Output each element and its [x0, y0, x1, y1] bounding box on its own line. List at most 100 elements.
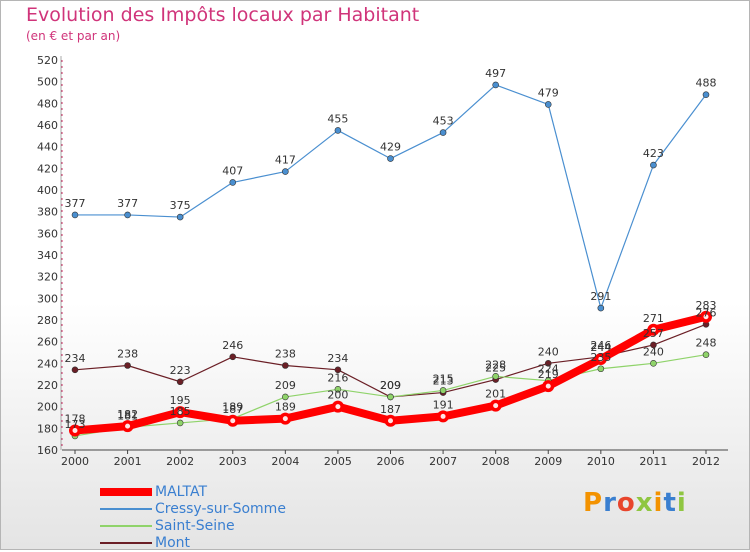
y-tick-label: 440 [37, 141, 58, 154]
x-tick-label: 2004 [271, 455, 299, 468]
data-label: 200 [327, 389, 348, 402]
data-point [388, 418, 393, 424]
data-point [703, 314, 709, 320]
logo-letter: x [635, 488, 654, 518]
data-label: 453 [433, 115, 454, 128]
data-label: 235 [590, 351, 611, 364]
data-point [598, 356, 604, 362]
x-tick-label: 2012 [692, 455, 720, 468]
y-tick-label: 500 [37, 76, 58, 89]
data-label: 429 [380, 141, 401, 154]
legend-label: Cressy-sur-Somme [155, 501, 286, 517]
x-tick-label: 2007 [429, 455, 457, 468]
y-tick-label: 260 [37, 336, 58, 349]
data-point [229, 353, 237, 361]
legend-swatch [100, 488, 152, 496]
chart-subtitle: (en € et par an) [26, 29, 121, 43]
data-label: 234 [65, 352, 86, 365]
data-label: 219 [538, 368, 559, 381]
data-label: 488 [696, 77, 717, 90]
data-point [440, 413, 446, 419]
x-tick-label: 2005 [324, 455, 352, 468]
x-tick-label: 2011 [639, 455, 667, 468]
data-point [387, 393, 394, 401]
data-label: 201 [485, 388, 506, 401]
y-tick-label: 340 [37, 249, 58, 262]
data-label: 257 [643, 327, 664, 340]
y-tick-label: 160 [37, 444, 58, 457]
data-point [176, 378, 184, 386]
x-tick-label: 2003 [219, 455, 247, 468]
x-tick-label: 2000 [61, 455, 89, 468]
y-tick-label: 280 [37, 314, 58, 327]
data-label: 216 [327, 371, 348, 384]
data-label: 417 [275, 154, 296, 167]
y-tick-label: 460 [37, 119, 58, 132]
data-label: 375 [170, 199, 191, 212]
data-label: 189 [275, 401, 296, 414]
data-label: 223 [170, 364, 191, 377]
data-label: 225 [485, 362, 506, 375]
data-label: 479 [538, 86, 559, 99]
data-label: 377 [117, 197, 138, 210]
data-label: 189 [222, 401, 243, 414]
data-label: 407 [222, 164, 243, 177]
logo-letter: o [616, 488, 636, 518]
logo-letter: i [676, 488, 687, 518]
data-point [650, 161, 657, 169]
x-tick-label: 2002 [166, 455, 194, 468]
logo-letter: t [663, 488, 677, 518]
data-label: 238 [275, 348, 296, 361]
y-tick-label: 520 [37, 54, 58, 67]
data-point [439, 387, 447, 394]
data-label: 187 [380, 403, 401, 416]
legend-label: MALTAT [155, 484, 208, 500]
data-label: 423 [643, 147, 664, 160]
data-point [492, 373, 499, 380]
data-label: 246 [590, 339, 611, 352]
data-label: 240 [643, 345, 664, 358]
data-label: 291 [590, 290, 611, 303]
data-point [702, 351, 710, 358]
data-label: 195 [170, 394, 191, 407]
data-label: 271 [643, 312, 664, 325]
data-label: 240 [538, 345, 559, 358]
data-label: 497 [485, 67, 506, 80]
data-point [72, 428, 78, 433]
data-label: 178 [65, 413, 86, 426]
y-tick-label: 360 [37, 227, 58, 240]
data-point [334, 127, 342, 134]
data-label: 455 [327, 112, 348, 125]
legend-swatch [100, 508, 152, 510]
x-tick-label: 2010 [587, 455, 615, 468]
data-point [439, 129, 447, 136]
logo-letter: r [603, 488, 617, 518]
data-point [493, 403, 499, 409]
data-point [650, 327, 656, 333]
data-label: 224 [538, 363, 559, 376]
y-tick-label: 400 [37, 184, 58, 197]
data-point [176, 213, 184, 221]
data-label: 244 [590, 341, 611, 354]
data-label: 191 [433, 398, 454, 411]
y-tick-label: 480 [37, 97, 58, 110]
data-label: 215 [433, 372, 454, 385]
x-tick-label: 2009 [534, 455, 562, 468]
data-point [650, 360, 657, 367]
y-tick-label: 300 [37, 292, 58, 305]
data-point [177, 409, 183, 415]
chart-title: Evolution des Impôts locaux par Habitant [26, 4, 420, 26]
data-point [597, 365, 605, 373]
data-point [282, 393, 289, 401]
data-label: 187 [222, 403, 243, 416]
data-point [124, 362, 131, 369]
data-label: 238 [117, 348, 138, 361]
data-label: 209 [380, 379, 401, 392]
proxiti-logo: Proxiti [583, 488, 687, 518]
y-tick-label: 200 [37, 401, 58, 414]
data-point [545, 383, 551, 389]
data-label: 234 [327, 352, 348, 365]
y-tick-label: 220 [37, 379, 58, 392]
logo-letter: i [653, 488, 664, 518]
